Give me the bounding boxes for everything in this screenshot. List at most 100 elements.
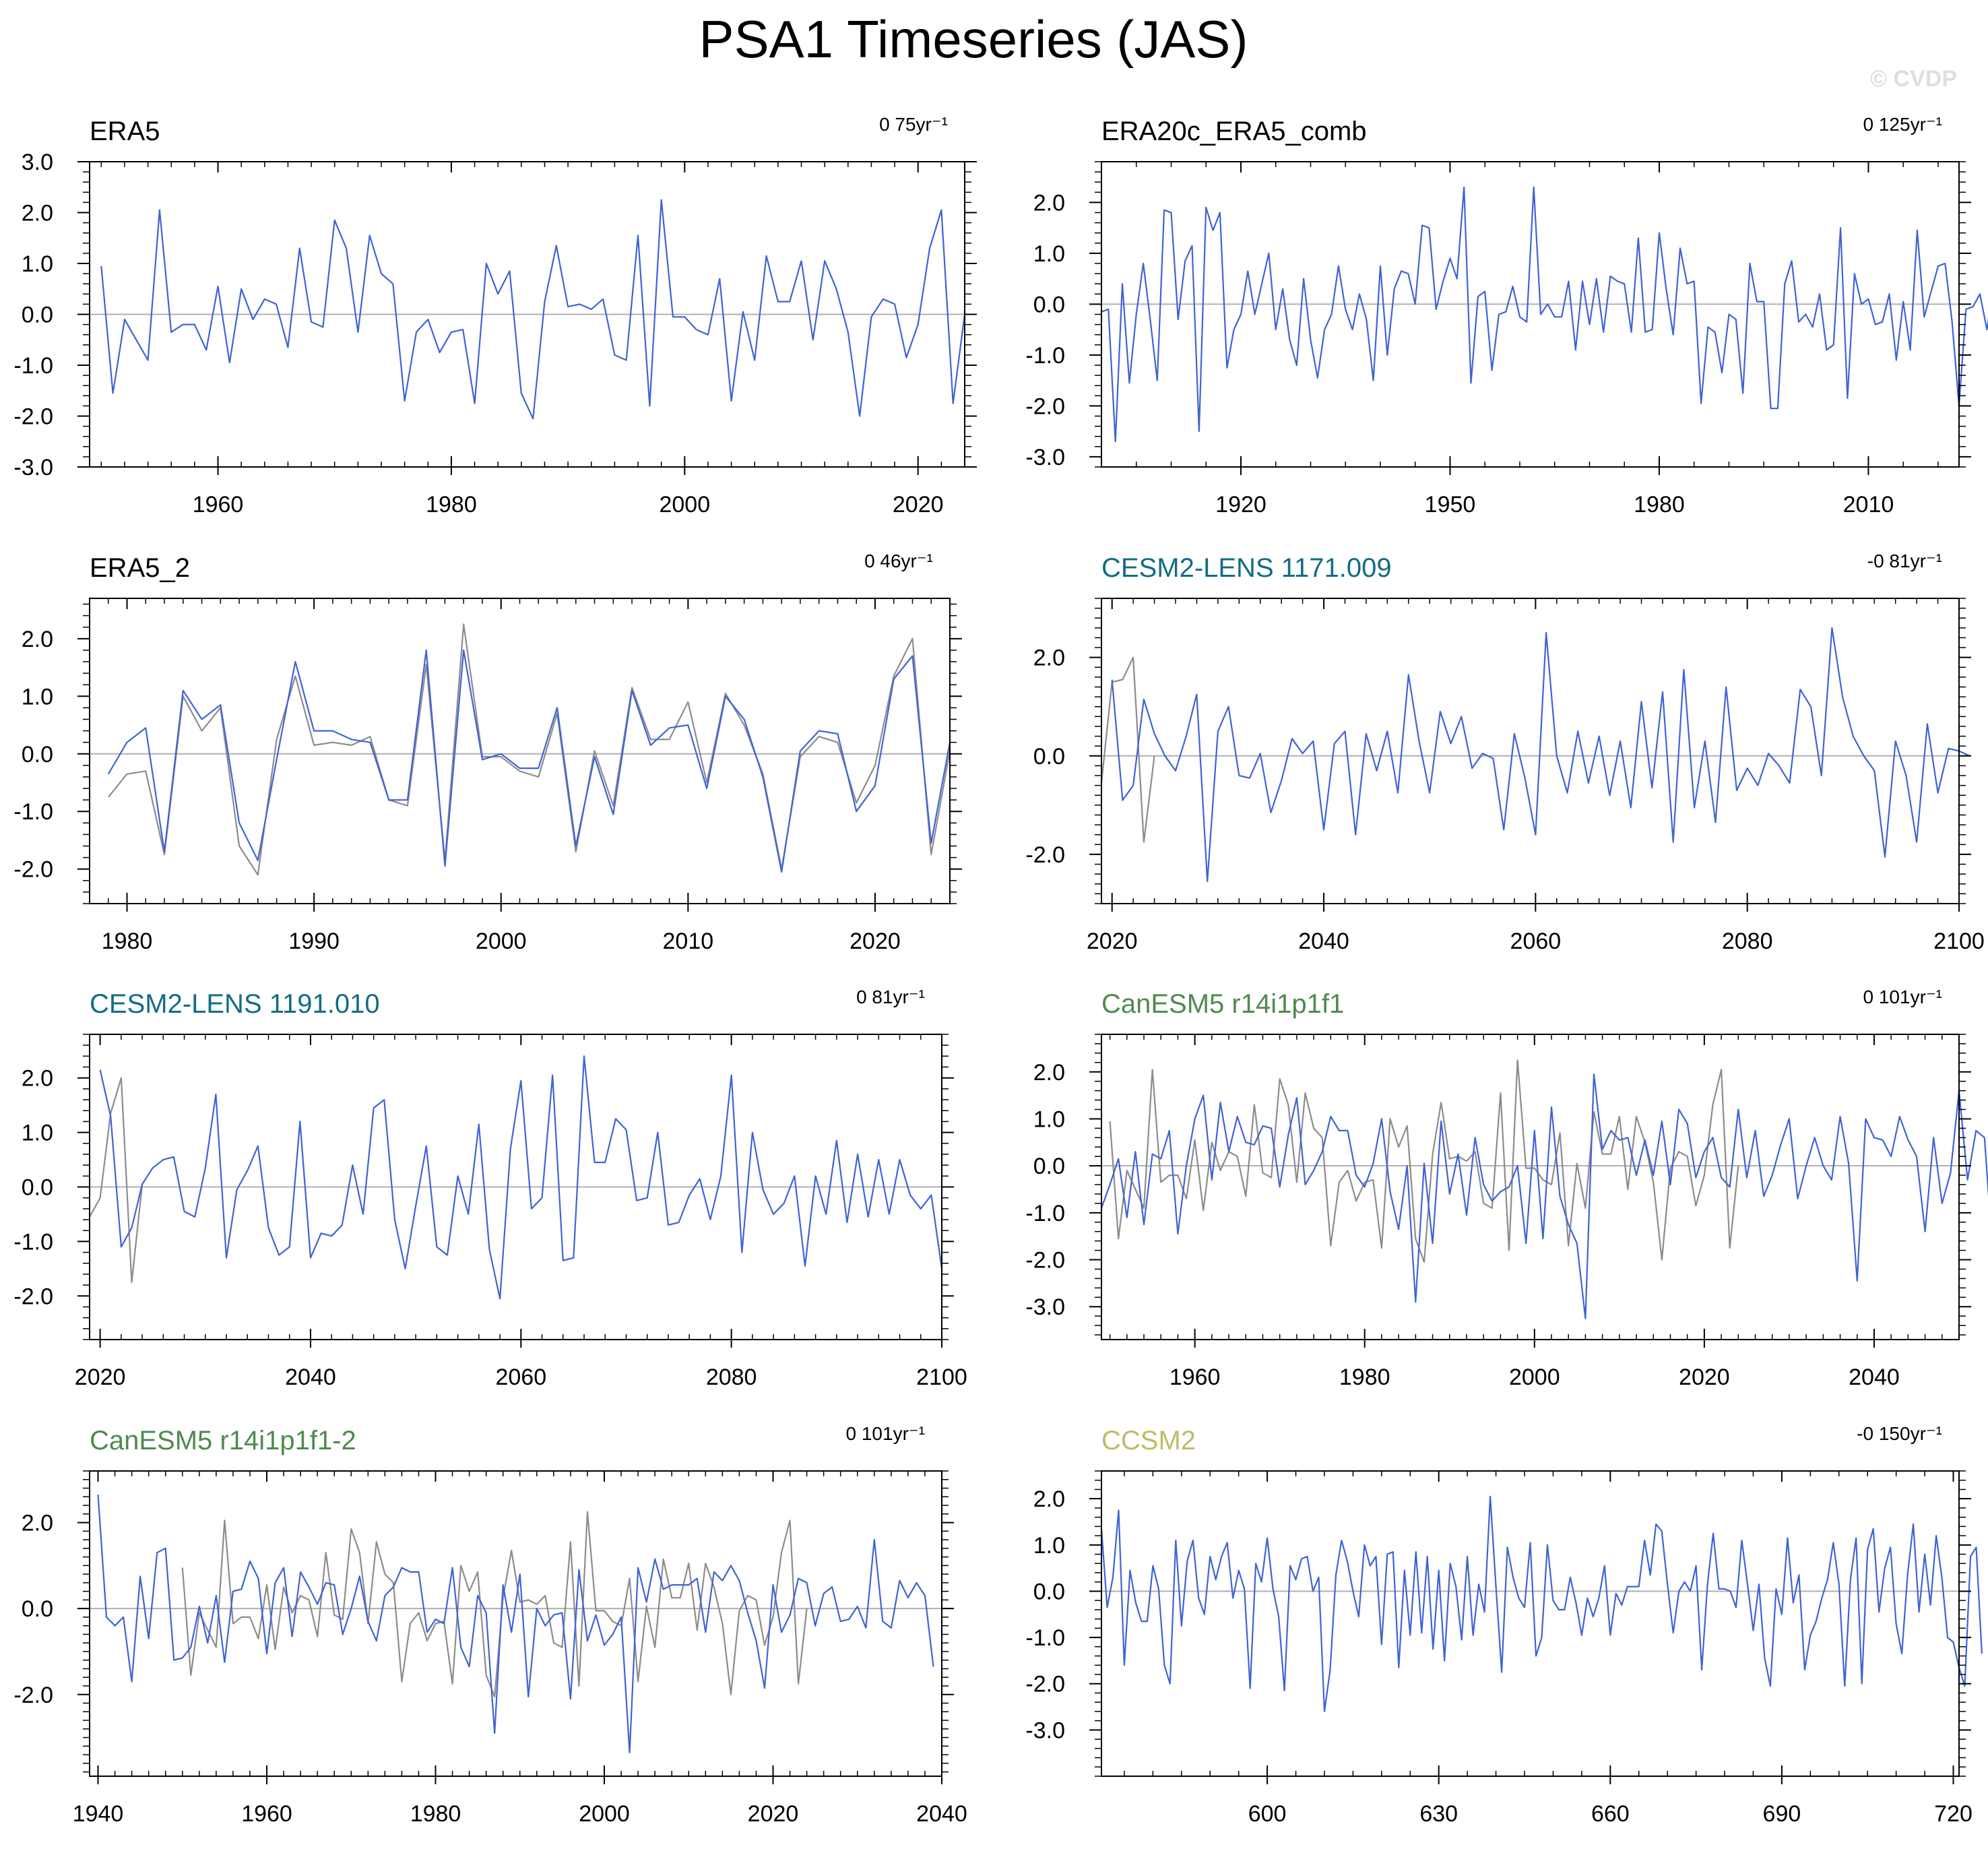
y-tick-label: -2.0 [1025,1672,1065,1697]
panel-title: ERA5 [90,117,160,146]
figure-title: PSA1 Timeseries (JAS) [699,9,1248,69]
y-tick-label: -1.0 [13,353,53,379]
panel-title: ERA20c_ERA5_comb [1101,117,1367,146]
x-tick-label: 2000 [659,492,710,517]
series-line [1101,186,1988,443]
y-tick-label: -1.0 [13,1229,53,1255]
x-tick-label: 2040 [916,1801,967,1827]
y-tick-label: 2.0 [22,201,53,226]
y-tick-label: 0.0 [1033,1154,1065,1179]
y-tick-label: 1.0 [1033,1106,1065,1132]
y-tick-label: -2.0 [1025,1248,1065,1274]
x-tick-label: 1920 [1215,492,1266,517]
x-tick-label: 660 [1591,1801,1630,1827]
x-tick-label: 2020 [1679,1364,1730,1390]
y-tick-label: 0.0 [22,742,53,767]
panel-title: CESM2-LENS 1191.010 [90,989,380,1019]
x-tick-label: 2000 [579,1801,630,1827]
series-line [100,199,966,420]
y-tick-label: 0.0 [22,303,53,328]
x-tick-label: 1960 [1169,1364,1221,1390]
y-tick-label: -1.0 [1025,1201,1065,1226]
y-tick-label: 2.0 [1033,190,1065,216]
x-tick-label: 2020 [849,929,901,954]
panel-title: ERA5_2 [90,553,190,583]
series-line [107,623,951,876]
chart-panel-2: ERA20c_ERA5_comb 0 125yr⁻¹ 1920 1950 1980 201… [1025,114,1988,517]
x-tick-label: 2010 [663,929,714,954]
chart-panel-1: ERA5 0 75yr⁻¹ 1960 1980 2000 2020 3.0 2.0 1.0 0.0… [13,114,977,517]
y-tick-label: -2.0 [13,857,53,883]
x-tick-label: 1980 [426,492,477,517]
series-line [89,1077,143,1284]
y-tick-label: -3.0 [1025,1294,1065,1320]
x-tick-label: 2040 [1849,1364,1900,1390]
x-tick-label: 1980 [102,929,153,954]
panel-title: CCSM2 [1101,1426,1196,1455]
chart-panel-8: CCSM2 -0 150yr⁻¹ 600 630 660 690 720 2.0 1.0 0.0 -… [1025,1423,1983,1827]
y-tick-label: 0.0 [1033,292,1065,317]
x-tick-label: 1960 [193,492,244,517]
y-tick-label: 0.0 [1033,1579,1065,1604]
series-line [181,1511,808,1698]
plot-frame [1101,1470,1960,1777]
series-line [99,1055,943,1300]
x-tick-label: 2100 [916,1364,967,1390]
trend-label: 0 81yr⁻¹ [856,986,925,1007]
panel-title: CanESM5 r14i1p1f1-2 [90,1426,356,1455]
y-tick-label: -2.0 [13,404,53,430]
y-tick-label: -2.0 [13,1683,53,1708]
trend-label: 0 125yr⁻¹ [1863,114,1943,135]
y-tick-label: 0.0 [22,1596,53,1622]
x-tick-label: 2020 [893,492,944,517]
trend-label: -0 81yr⁻¹ [1867,551,1942,571]
y-tick-label: -3.0 [1025,445,1065,470]
y-tick-label: 3.0 [22,150,53,175]
y-tick-label: -3.0 [13,455,53,480]
x-tick-label: 2100 [1933,929,1985,954]
y-tick-label: 0.0 [1033,744,1065,770]
y-tick-label: 2.0 [22,1511,53,1536]
x-tick-label: 2040 [1298,929,1349,954]
y-tick-label: 1.0 [22,684,53,710]
y-tick-label: 2.0 [22,627,53,652]
y-tick-label: 1.0 [22,251,53,277]
x-tick-label: 1950 [1425,492,1476,517]
x-tick-label: 720 [1934,1801,1973,1827]
x-tick-label: 690 [1763,1801,1801,1827]
series-line [1100,1495,1983,1712]
y-tick-label: 1.0 [1033,1533,1065,1559]
series-line [1109,1059,1739,1263]
y-tick-label: 2.0 [1033,1060,1065,1086]
plot-frame [1101,1034,1960,1340]
x-tick-label: 2060 [1510,929,1562,954]
y-tick-label: 2.0 [1033,1486,1065,1512]
y-tick-label: -3.0 [1025,1718,1065,1743]
y-tick-label: 0.0 [22,1175,53,1201]
watermark: © CVDP [1870,66,1957,92]
plot-frame [1101,161,1960,468]
x-tick-label: 600 [1248,1801,1287,1827]
x-tick-label: 2020 [75,1364,126,1390]
y-tick-label: -2.0 [13,1284,53,1309]
trend-label: 0 46yr⁻¹ [864,551,933,571]
x-tick-label: 2040 [285,1364,336,1390]
series-line [1111,627,1970,883]
trend-label: 0 75yr⁻¹ [879,114,948,135]
trend-label: 0 101yr⁻¹ [1863,986,1943,1007]
series-line [1100,1073,1988,1319]
y-tick-label: -1.0 [1025,1625,1065,1651]
y-tick-label: 1.0 [1033,241,1065,267]
panels-group: ERA5 0 75yr⁻¹ 1960 1980 2000 2020 3.0 2.0 1.0 0.0… [13,114,1988,1827]
x-tick-label: 1960 [241,1801,292,1827]
x-tick-label: 2060 [495,1364,546,1390]
series-line [97,1495,934,1753]
x-tick-label: 630 [1419,1801,1458,1827]
panel-title: CESM2-LENS 1171.009 [1101,553,1392,583]
x-tick-label: 2020 [1087,929,1138,954]
chart-panel-7: CanESM5 r14i1p1f1-2 0 101yr⁻¹ 1940 1960 1980… [13,1423,967,1827]
x-tick-label: 2010 [1843,492,1894,517]
chart-panel-6: CanESM5 r14i1p1f1 0 101yr⁻¹ 1960 1980 2000 20… [1025,986,1988,1390]
chart-panel-4: CESM2-LENS 1171.009 -0 81yr⁻¹ 2020 2040 2060… [1025,551,1984,954]
